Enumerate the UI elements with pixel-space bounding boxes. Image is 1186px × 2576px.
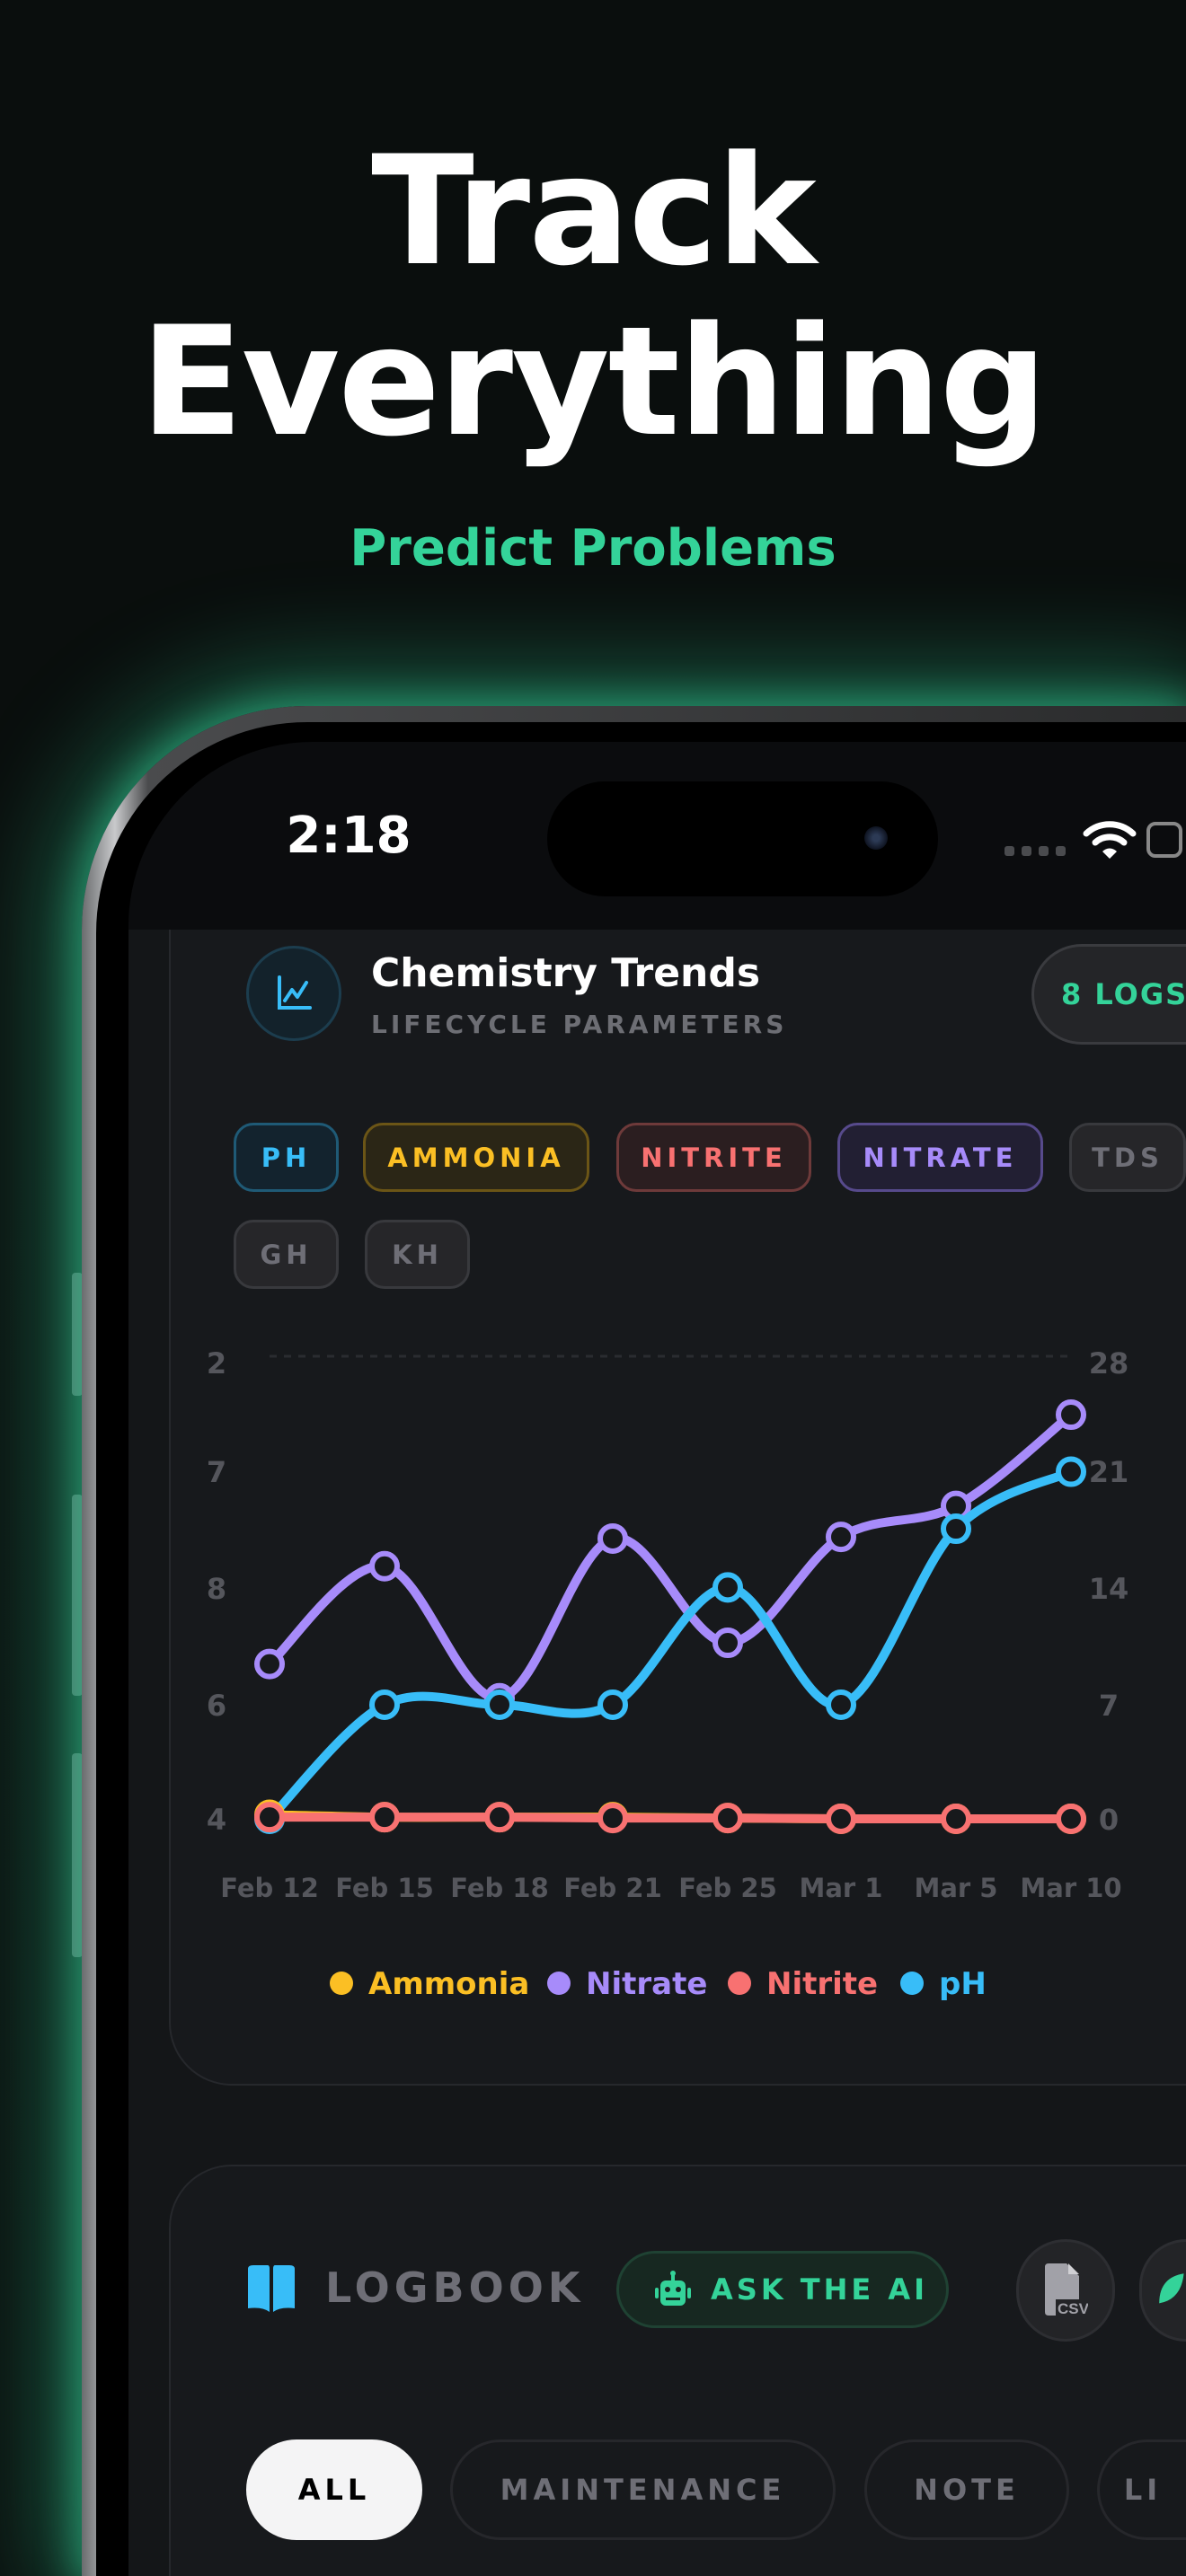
y-right-tick: 14: [1089, 1572, 1129, 1606]
data-point-nitrite[interactable]: [712, 1803, 743, 1834]
legend-label: pH: [939, 1966, 987, 2002]
x-tick: Feb 18: [450, 1873, 549, 1903]
legend-dot-nitrite: [728, 1972, 751, 1995]
chip-label: AMMONIA: [387, 1142, 565, 1173]
data-point-nitrate[interactable]: [1056, 1399, 1086, 1431]
y-right-tick: 28: [1089, 1346, 1129, 1381]
y-left-tick: 2: [207, 1346, 226, 1381]
filter-note[interactable]: NOTE: [864, 2439, 1069, 2540]
chip-label: PH: [261, 1142, 312, 1173]
data-point-nitrite[interactable]: [1056, 1804, 1086, 1834]
filter-label: MAINTENANCE: [500, 2473, 786, 2507]
data-point-nitrite[interactable]: [254, 1802, 285, 1833]
data-point-ph[interactable]: [484, 1689, 515, 1720]
x-tick: Feb 25: [678, 1873, 777, 1903]
csv-file-icon: CSV: [1045, 2263, 1088, 2317]
data-point-ph[interactable]: [712, 1572, 743, 1603]
y-left-tick: 4: [207, 1803, 226, 1837]
filter-label: NOTE: [914, 2473, 1020, 2507]
filter-li[interactable]: LI: [1097, 2439, 1186, 2540]
ask-ai-button[interactable]: ASK THE AI: [616, 2251, 949, 2328]
chip-tds[interactable]: TDS: [1069, 1123, 1186, 1192]
camera-icon: [864, 826, 888, 850]
chip-nitrite[interactable]: NITRITE: [616, 1123, 811, 1192]
data-point-nitrate[interactable]: [826, 1522, 856, 1553]
data-point-nitrite[interactable]: [941, 1804, 971, 1834]
series-line-ph: [265, 1467, 1075, 1823]
y-right-tick: 21: [1089, 1455, 1129, 1489]
chip-label: GH: [260, 1239, 313, 1270]
x-tick: Feb 12: [220, 1873, 319, 1903]
x-tick: Mar 10: [1020, 1873, 1121, 1903]
data-point-ph[interactable]: [597, 1689, 628, 1720]
chip-nitrate[interactable]: NITRATE: [837, 1123, 1043, 1192]
export-csv-button[interactable]: CSV: [1016, 2239, 1115, 2342]
chip-kh[interactable]: KH: [365, 1220, 470, 1289]
legend-dot-ph: [900, 1972, 924, 1995]
chip-gh[interactable]: GH: [234, 1220, 339, 1289]
robot-icon: [655, 2271, 691, 2306]
filter-all[interactable]: ALL: [246, 2439, 422, 2540]
y-left-tick: 8: [207, 1572, 226, 1606]
chip-label: NITRITE: [641, 1142, 787, 1173]
logbook-title: LOGBOOK: [325, 2263, 585, 2312]
data-point-nitrite[interactable]: [369, 1802, 400, 1833]
chip-label: NITRATE: [863, 1142, 1018, 1173]
legend-label: Ammonia: [368, 1966, 529, 2002]
x-tick: Feb 21: [563, 1873, 662, 1903]
volume-up-button: [72, 1495, 83, 1696]
chip-label: TDS: [1092, 1142, 1164, 1173]
hero-title: Track Everything: [140, 123, 1048, 470]
x-tick: Feb 15: [335, 1873, 434, 1903]
volume-down-button: [72, 1753, 83, 1957]
y-left-tick: 7: [207, 1455, 226, 1489]
data-point-nitrate[interactable]: [254, 1648, 285, 1680]
data-point-nitrate[interactable]: [597, 1522, 628, 1554]
data-point-ph[interactable]: [941, 1513, 971, 1545]
data-point-nitrite[interactable]: [597, 1803, 628, 1834]
data-point-nitrate[interactable]: [712, 1628, 743, 1659]
svg-text:CSV: CSV: [1058, 2300, 1088, 2317]
data-point-nitrite[interactable]: [484, 1802, 515, 1833]
legend-label: Nitrate: [586, 1966, 707, 2002]
data-point-nitrite[interactable]: [826, 1804, 856, 1834]
battery-icon: [1146, 822, 1182, 858]
hero-subtitle: Predict Problems: [350, 519, 836, 578]
filter-label: ALL: [297, 2473, 371, 2507]
x-tick: Mar 5: [914, 1873, 997, 1903]
status-time: 2:18: [286, 807, 412, 865]
logs-count-badge[interactable]: 8 LOGS: [1031, 944, 1186, 1045]
action-button: [72, 1273, 83, 1396]
legend-dot-nitrate: [547, 1972, 571, 1995]
chip-label: KH: [392, 1239, 443, 1270]
cellular-signal-icon: [1005, 846, 1066, 856]
card-title: Chemistry Trends: [371, 950, 761, 996]
legend-label: Nitrite: [766, 1966, 878, 2002]
book-icon: [248, 2265, 295, 2312]
legend-dot-ammonia: [330, 1972, 353, 1995]
series-line-nitrate: [265, 1410, 1075, 1703]
leaf-icon: [1159, 2273, 1184, 2304]
data-point-nitrate[interactable]: [369, 1550, 400, 1582]
filter-label: LI: [1123, 2473, 1163, 2507]
chip-ammonia[interactable]: AMMONIA: [363, 1123, 589, 1192]
chemistry-trends-card: [169, 930, 1186, 2086]
chip-ph[interactable]: PH: [234, 1123, 339, 1192]
data-point-ph[interactable]: [369, 1689, 400, 1720]
data-point-ph[interactable]: [1056, 1456, 1086, 1487]
y-right-tick: 0: [1099, 1803, 1119, 1837]
y-right-tick: 7: [1099, 1689, 1119, 1723]
x-tick: Mar 1: [799, 1873, 882, 1903]
y-left-tick: 6: [207, 1689, 226, 1723]
card-subtitle: LIFECYCLE PARAMETERS: [371, 1010, 788, 1039]
chart-line-icon: [246, 946, 341, 1041]
wifi-icon: [1083, 821, 1137, 859]
data-point-ph[interactable]: [826, 1689, 856, 1720]
filter-maintenance[interactable]: MAINTENANCE: [450, 2439, 836, 2540]
